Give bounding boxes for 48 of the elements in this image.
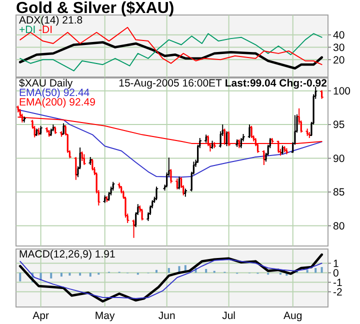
legend-label: EMA(200) 92.49 bbox=[19, 96, 96, 108]
x-tick-label: Aug bbox=[284, 310, 302, 322]
series-label: -DI bbox=[36, 24, 53, 36]
line-series bbox=[18, 41, 323, 70]
line-series bbox=[20, 258, 322, 299]
chart-title: $XAU Daily bbox=[19, 78, 74, 90]
y-tick-label: 20 bbox=[333, 54, 345, 66]
text: +DI bbox=[19, 24, 36, 36]
chart-subtitle: 15-Aug-2005 16:00ET bbox=[118, 78, 223, 90]
annotation: Chg:-0.92 bbox=[276, 78, 328, 90]
y-tick-label: 30 bbox=[333, 42, 345, 54]
candlestick bbox=[23, 116, 26, 124]
y-tick-label: 0 bbox=[333, 267, 339, 280]
y-tick-label: 1 bbox=[333, 258, 339, 270]
series-label: EMA(50) 92.44 bbox=[19, 87, 90, 99]
chart-title: Gold & Silver ($XAU) bbox=[16, 0, 174, 17]
bar bbox=[19, 272, 22, 282]
bar bbox=[156, 270, 158, 273]
series-label: ADX(14) 21.8 bbox=[19, 14, 83, 26]
bar bbox=[320, 267, 323, 273]
bar bbox=[89, 272, 92, 277]
y-tick-label: -1 bbox=[333, 276, 342, 289]
candlestick bbox=[178, 176, 180, 190]
x-tick-label: Apr bbox=[32, 310, 50, 322]
annotation: Last:99.04 bbox=[222, 78, 276, 90]
candlestick bbox=[40, 125, 42, 136]
y-tick-label: 40 bbox=[333, 30, 345, 42]
x-tick-label: May bbox=[94, 310, 116, 322]
bar bbox=[314, 268, 317, 273]
bar bbox=[168, 268, 170, 273]
line-series bbox=[20, 33, 322, 72]
candlestick bbox=[132, 219, 135, 238]
y-tick-label: -2 bbox=[333, 286, 342, 298]
bar bbox=[205, 268, 208, 273]
line-series bbox=[20, 26, 322, 66]
y-tick-label: 90 bbox=[333, 152, 345, 165]
y-tick-label: 95 bbox=[333, 119, 345, 132]
candlestick bbox=[226, 130, 228, 147]
x-tick-label: Jul bbox=[222, 310, 236, 322]
bar bbox=[50, 272, 52, 278]
y-tick-label: 85 bbox=[333, 186, 345, 199]
y-tick-label: 100 bbox=[333, 85, 351, 98]
series-label: MACD(12,26,9) 1.91 bbox=[19, 248, 116, 260]
candlestick bbox=[54, 126, 56, 134]
bar bbox=[306, 270, 308, 273]
x-tick-label: Jun bbox=[158, 310, 176, 322]
y-tick-label: 80 bbox=[333, 220, 345, 232]
bar bbox=[60, 272, 62, 277]
